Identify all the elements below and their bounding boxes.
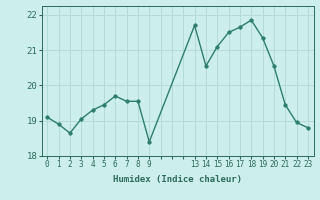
X-axis label: Humidex (Indice chaleur): Humidex (Indice chaleur) (113, 175, 242, 184)
